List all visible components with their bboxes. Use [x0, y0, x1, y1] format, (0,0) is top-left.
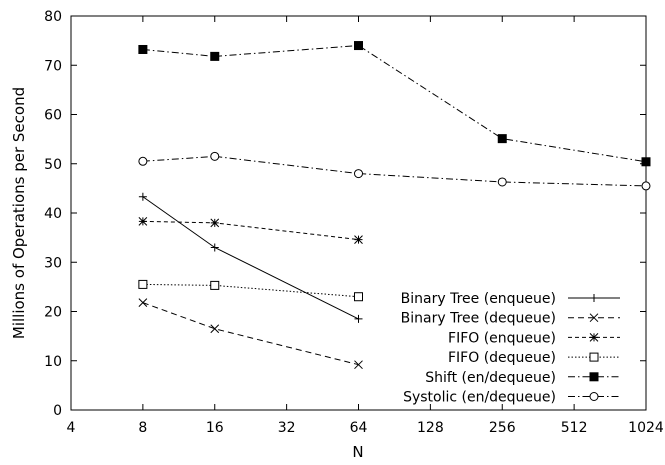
- data-point: [641, 181, 651, 191]
- legend-entry: FIFO (dequeue): [448, 350, 620, 366]
- data-point: [589, 313, 599, 323]
- legend-label: Binary Tree (enqueue): [401, 291, 556, 307]
- series-line: [142, 45, 647, 163]
- x-axis: 4 8 16 32 64 128 256 512 1024: [67, 16, 664, 436]
- x-tick-label: 512: [561, 420, 588, 436]
- y-axis-title: Millions of Operations per Second: [10, 87, 28, 339]
- data-point: [138, 217, 148, 226]
- series-line: [142, 196, 359, 320]
- legend-entry: Binary Tree (dequeue): [401, 311, 620, 327]
- legend-label: Systolic (en/dequeue): [403, 390, 556, 406]
- legend-entry: Shift (en/dequeue): [425, 370, 620, 386]
- x-tick-label: 4: [67, 420, 76, 436]
- data-point: [210, 218, 220, 228]
- data-point: [210, 51, 220, 61]
- data-point: [589, 352, 599, 362]
- y-tick-label: 10: [44, 354, 62, 370]
- y-tick-label: 70: [44, 58, 62, 74]
- y-tick-label: 50: [44, 157, 62, 173]
- x-tick-label: 128: [417, 420, 444, 436]
- legend-label: Binary Tree (dequeue): [401, 311, 556, 327]
- y-tick-label: 0: [53, 403, 62, 419]
- y-tick-label: 60: [44, 108, 62, 124]
- data-point: [497, 177, 507, 187]
- data-point: [138, 279, 148, 289]
- series-6: [138, 151, 651, 191]
- series-2: [138, 298, 363, 370]
- legend-entry: Binary Tree (enqueue): [401, 291, 620, 307]
- series-5: [138, 41, 651, 167]
- y-tick-label: 80: [44, 9, 62, 25]
- y-tick-label: 30: [44, 255, 62, 271]
- data-point: [138, 192, 147, 201]
- data-point: [210, 280, 220, 290]
- data-point: [210, 243, 219, 252]
- series-line: [142, 220, 359, 241]
- x-tick-label: 256: [489, 420, 516, 436]
- legend-label: Shift (en/dequeue): [425, 370, 556, 386]
- data-point: [589, 333, 599, 342]
- data-point: [589, 392, 599, 401]
- x-tick-label: 16: [206, 420, 224, 436]
- plot-frame: [70, 15, 647, 411]
- y-axis: 0 10 20 30 40 50 60 70 80: [44, 9, 646, 419]
- data-point: [210, 324, 220, 334]
- series-1: [138, 192, 363, 323]
- y-tick-label: 40: [44, 206, 62, 222]
- x-tick-label: 32: [278, 420, 296, 436]
- data-point: [354, 169, 363, 179]
- legend-label: FIFO (dequeue): [448, 350, 556, 366]
- x-tick-label: 64: [350, 420, 368, 436]
- data-point: [210, 151, 220, 161]
- legend: Binary Tree (enqueue) Binary Tree (dequeu…: [401, 291, 620, 406]
- data-point: [590, 294, 598, 302]
- data-point: [641, 157, 651, 167]
- data-point: [138, 298, 148, 307]
- series-line: [142, 283, 359, 298]
- data-point: [354, 235, 363, 244]
- data-point: [497, 134, 507, 144]
- legend-entry: Systolic (en/dequeue): [403, 390, 620, 406]
- data-point: [589, 372, 599, 382]
- data-point: [354, 41, 363, 51]
- data-point: [138, 156, 148, 166]
- data-point: [354, 360, 363, 370]
- series-line: [142, 302, 359, 366]
- x-tick-label: 8: [138, 420, 147, 436]
- data-point: [354, 314, 363, 323]
- series-line: [142, 155, 647, 187]
- series-3: [138, 217, 363, 244]
- legend-label: FIFO (enqueue): [448, 330, 556, 346]
- series-layer: [138, 41, 651, 370]
- x-tick-label: 1024: [628, 420, 664, 436]
- legend-entry: FIFO (enqueue): [448, 330, 620, 346]
- data-point: [354, 292, 363, 302]
- series-4: [138, 279, 363, 302]
- data-point: [138, 44, 148, 54]
- y-tick-label: 20: [44, 305, 62, 321]
- x-axis-title: N: [352, 443, 363, 461]
